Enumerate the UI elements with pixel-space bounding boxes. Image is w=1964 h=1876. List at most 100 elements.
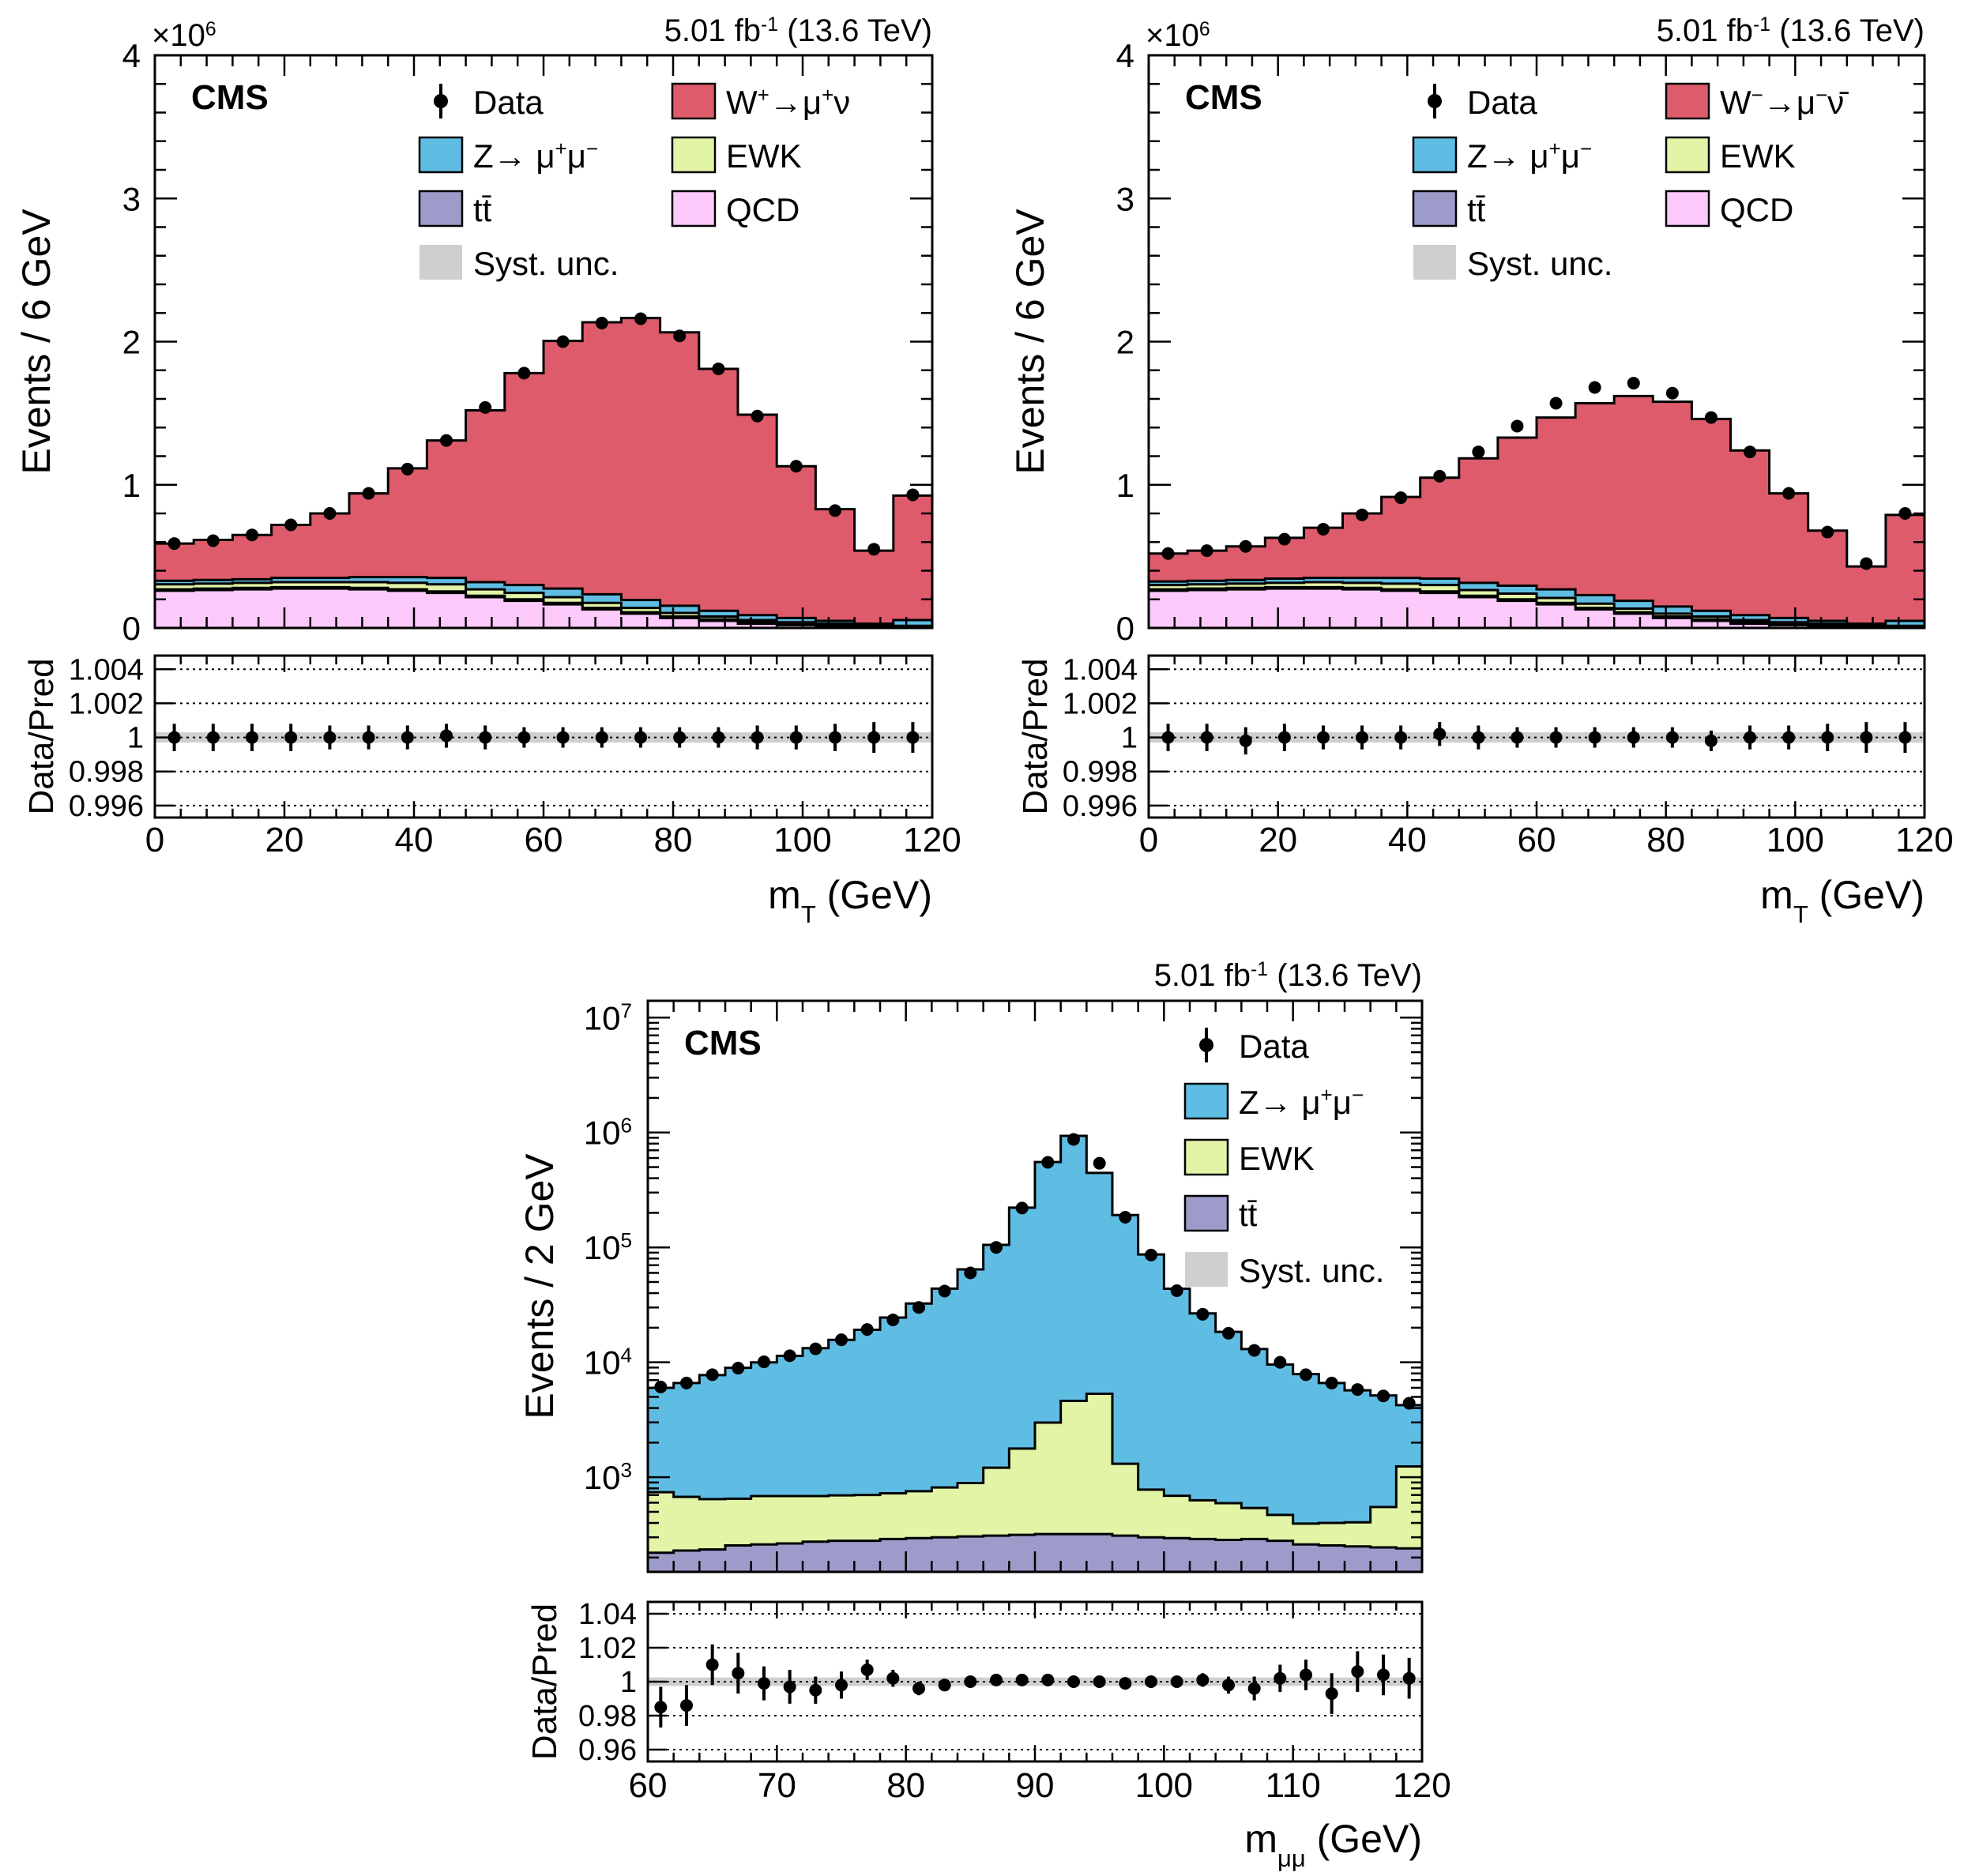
data-point (479, 400, 492, 414)
x-tick-label: 100 (1135, 1766, 1193, 1805)
ratio-tick-label: 0.96 (578, 1734, 637, 1767)
data-point (1200, 544, 1213, 558)
y-tick-label: 104 (584, 1344, 632, 1382)
legend-label-qcd: QCD (726, 191, 800, 228)
data-point (1744, 446, 1757, 459)
data-point (1274, 1355, 1287, 1369)
x-tick-label: 110 (1266, 1766, 1321, 1805)
x-axis-label: mμμ (GeV) (1244, 1817, 1422, 1872)
ratio-point (206, 731, 220, 744)
x-tick-label: 0 (145, 821, 164, 859)
y-tick-label: 1 (122, 467, 141, 504)
ratio-point (1394, 731, 1408, 744)
ratio-point (1351, 1665, 1364, 1679)
lumi-label: 5.01 fb-1 (13.6 TeV) (664, 13, 932, 48)
legend-label-dy: Z→ μ+μ− (1467, 137, 1592, 175)
data-point (705, 1368, 719, 1382)
ratio-tick-label: 1.04 (578, 1598, 637, 1631)
x-tick-label: 0 (1139, 821, 1158, 859)
ratio-point (1744, 731, 1757, 744)
ratio-tick-label: 1.02 (578, 1632, 637, 1665)
data-point (1247, 1344, 1261, 1357)
ratio-point (789, 731, 803, 744)
syst-band (155, 732, 932, 743)
y-tick-label: 3 (1116, 180, 1134, 217)
legend-label-qcd: QCD (1720, 191, 1793, 228)
legend-label-data: Data (1467, 84, 1537, 121)
ratio-point (783, 1680, 796, 1694)
ratio-point (751, 731, 764, 744)
y-axis-label: Events / 6 GeV (14, 209, 58, 475)
legend-label-data: Data (1239, 1028, 1309, 1065)
ratio-point (1041, 1673, 1055, 1686)
ratio-point (705, 1658, 719, 1671)
y-multiplier: ×106 (1146, 18, 1210, 53)
x-axis-label: mT (GeV) (1760, 873, 1924, 928)
data-point (886, 1313, 900, 1326)
ratio-point (990, 1673, 1003, 1686)
data-point (167, 537, 181, 551)
data-point (206, 534, 220, 547)
data-point (1549, 397, 1563, 410)
x-tick-label: 20 (265, 821, 304, 859)
data-point (835, 1333, 848, 1347)
legend-swatch-dy (418, 136, 464, 174)
ratio-point (1145, 1675, 1157, 1688)
data-point (860, 1323, 874, 1337)
data-point (829, 504, 841, 517)
ratio-point (1015, 1673, 1029, 1686)
y-multiplier: ×106 (152, 18, 216, 53)
legend-data-marker (1428, 94, 1442, 108)
data-point (1377, 1389, 1390, 1403)
data-point (362, 487, 375, 500)
ratio-point (323, 731, 337, 744)
ratio-point (1511, 731, 1524, 744)
legend-swatch-qcd (671, 190, 717, 227)
legend-data-marker (1199, 1038, 1213, 1052)
ratio-point (1860, 731, 1873, 744)
data-point (1119, 1211, 1132, 1224)
data-point (1356, 508, 1369, 521)
ratio-point (556, 731, 570, 744)
legend-swatch-ttbar (418, 190, 464, 227)
ratio-point (1549, 731, 1563, 744)
legend-label-syst: Syst. unc. (1239, 1252, 1384, 1289)
legend-label-ttbar: tt̄ (1239, 1196, 1258, 1233)
ratio-point (1782, 731, 1796, 744)
data-point (1145, 1248, 1157, 1261)
ratio-point (938, 1679, 951, 1692)
y-tick-label: 3 (122, 180, 141, 217)
data-point (634, 312, 647, 325)
ratio-point (479, 731, 492, 744)
data-point (323, 507, 337, 520)
legend-swatch-ttbar (1183, 1194, 1229, 1232)
y-tick-label: 2 (122, 324, 141, 361)
ratio-point (1402, 1671, 1416, 1685)
cms-label: CMS (191, 78, 269, 117)
ratio-axis-label: Data/Pred (22, 658, 61, 814)
ratio-point (912, 1682, 925, 1695)
x-tick-label: 20 (1259, 821, 1297, 859)
y-tick-label: 107 (584, 998, 632, 1036)
ratio-point (634, 731, 647, 744)
legend-label-syst: Syst. unc. (473, 245, 619, 282)
stack-ewk (646, 1393, 1424, 1573)
legend-label-signal: W+→μ+ν (726, 83, 850, 121)
ratio-frame (153, 654, 934, 819)
data-point (990, 1241, 1003, 1254)
stack-w (1147, 394, 1926, 630)
ratio-point (1119, 1677, 1132, 1690)
data-point (440, 434, 453, 447)
ratio-point (1200, 731, 1213, 744)
x-tick-label: 90 (1016, 1766, 1055, 1805)
data-point (1433, 469, 1447, 483)
legend-swatch-ewk (671, 136, 717, 174)
ratio-point (1239, 734, 1252, 747)
data-point (964, 1266, 977, 1280)
data-point (1170, 1284, 1183, 1298)
y-tick-label: 0 (1116, 610, 1134, 647)
ratio-point (712, 731, 725, 744)
data-point (1067, 1133, 1080, 1146)
ratio-point (809, 1683, 822, 1697)
